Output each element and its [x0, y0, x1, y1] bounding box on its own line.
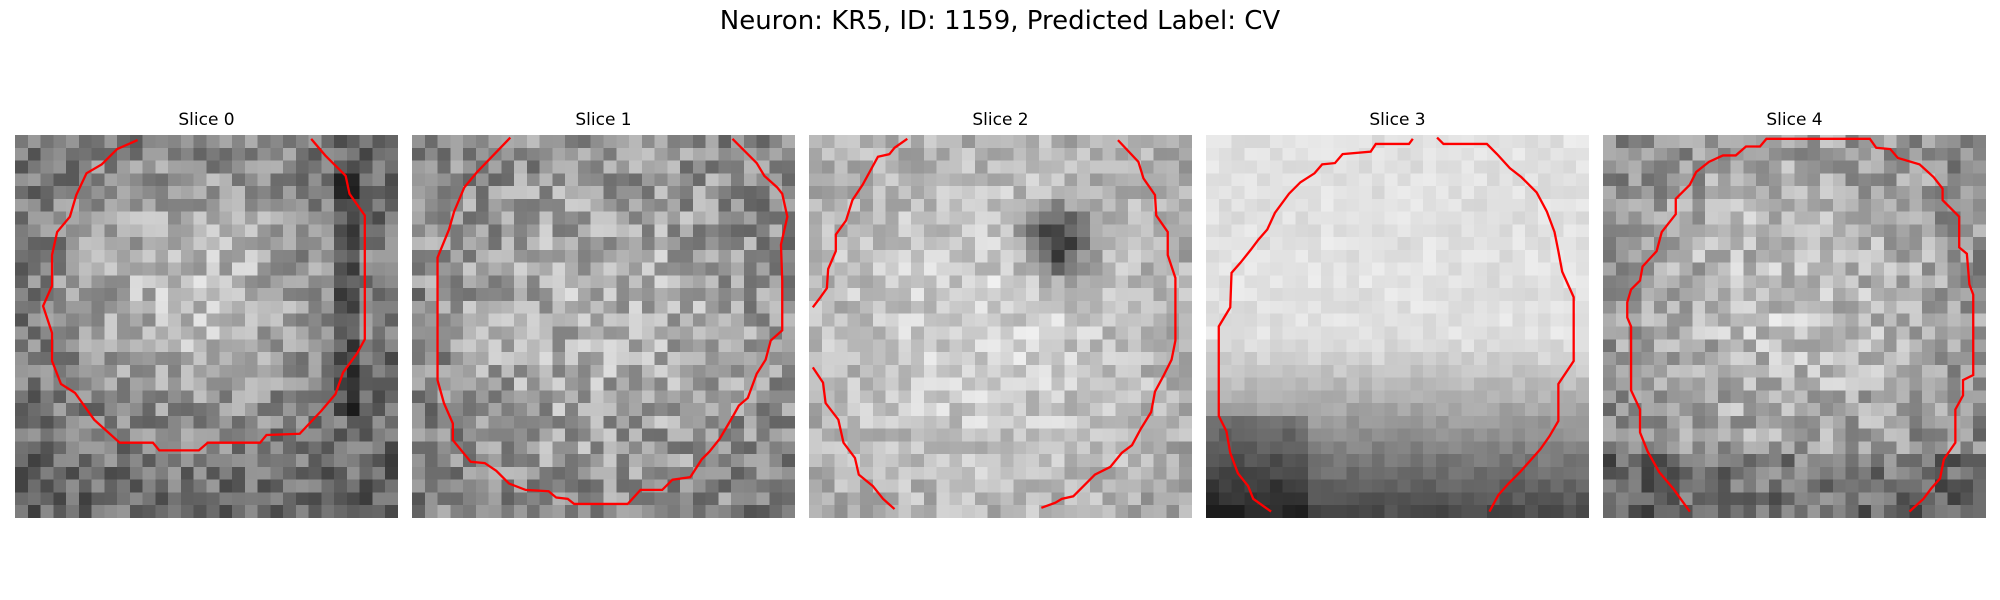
figure-title: Neuron: KR5, ID: 1159, Predicted Label: … — [719, 6, 1281, 36]
slice-pixels-0 — [15, 135, 398, 518]
slice-pixels-3 — [1206, 135, 1589, 518]
slice-image-2 — [809, 135, 1192, 518]
slice-image-0 — [15, 135, 398, 518]
slice-contour-2c — [1040, 139, 1177, 509]
slice-title-1: Slice 1 — [575, 110, 632, 130]
slice-title-4: Slice 4 — [1766, 110, 1823, 130]
slice-contour-3 — [1217, 138, 1414, 513]
slice-pixels-4 — [1603, 135, 1986, 518]
slice-pixels-2 — [809, 135, 1192, 518]
slice-image-4 — [1603, 135, 1986, 518]
slice-contour-0 — [41, 138, 366, 452]
slice-contour-2 — [811, 137, 908, 309]
slice-title-3: Slice 3 — [1369, 110, 1426, 130]
slice-contour-2b — [811, 366, 896, 510]
slice-image-1 — [412, 135, 795, 518]
slice-title-2: Slice 2 — [972, 110, 1029, 130]
slice-contour-3b — [1436, 136, 1575, 513]
slice-pixels-1 — [412, 135, 795, 518]
slice-image-3 — [1206, 135, 1589, 518]
slice-title-0: Slice 0 — [178, 110, 235, 130]
slice-contour-1 — [436, 136, 789, 506]
slice-contour-4 — [1626, 137, 1975, 513]
